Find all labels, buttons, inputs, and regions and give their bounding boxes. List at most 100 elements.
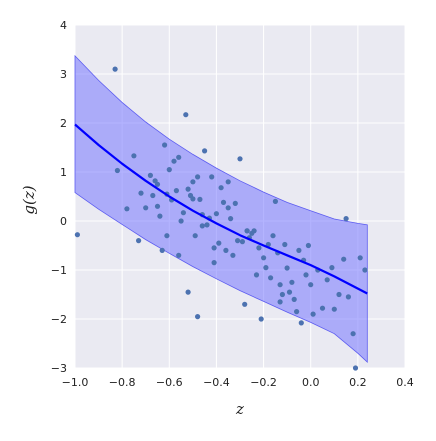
data-point (176, 252, 182, 258)
y-tick-label: −2 (51, 313, 67, 326)
data-point (204, 222, 210, 228)
data-point (157, 213, 163, 219)
data-point (216, 240, 222, 246)
data-point (272, 198, 278, 204)
data-point (213, 211, 219, 217)
y-tick-label: 1 (60, 166, 67, 179)
data-point (258, 316, 264, 322)
data-point (209, 174, 215, 180)
data-point (256, 245, 262, 251)
data-point (305, 242, 311, 249)
data-point (124, 206, 130, 212)
data-point (154, 203, 161, 209)
data-point (223, 247, 229, 253)
data-point (357, 255, 363, 261)
data-point (350, 331, 356, 337)
data-point (329, 265, 335, 271)
y-tick-label: −3 (51, 362, 67, 375)
data-point (362, 267, 368, 273)
y-tick-labels: −3 −2 −1 0 1 2 3 4 (51, 19, 67, 375)
data-point (218, 185, 224, 191)
data-point (289, 279, 295, 285)
x-tick-labels: −1.0 −0.8 −0.6 −0.4 −0.2 0.0 0.2 0.4 (62, 376, 414, 389)
data-point (308, 282, 314, 288)
x-tick-label: −0.8 (109, 376, 136, 389)
data-point (263, 265, 269, 271)
y-tick-label: 4 (60, 19, 67, 32)
x-axis-label: z (235, 400, 244, 418)
data-point (164, 233, 170, 239)
data-point (178, 218, 184, 224)
x-tick-label: −0.2 (250, 376, 277, 389)
data-point (294, 309, 300, 315)
y-tick-label: 2 (60, 117, 67, 130)
data-point (190, 179, 196, 185)
data-point (185, 186, 191, 192)
x-tick-label: −1.0 (62, 376, 89, 389)
data-point (303, 272, 309, 278)
data-point (225, 179, 231, 185)
data-point (282, 241, 288, 248)
data-point (296, 247, 302, 253)
data-point (112, 66, 118, 72)
data-point (336, 291, 342, 298)
y-tick-label: −1 (51, 264, 67, 277)
data-point (341, 256, 347, 262)
data-point (239, 239, 245, 245)
data-point (136, 238, 142, 244)
data-point (150, 192, 156, 199)
data-point (343, 216, 349, 222)
data-point (270, 233, 276, 239)
data-point (162, 142, 168, 148)
data-point (138, 190, 144, 196)
x-tick-label: 0.2 (349, 376, 367, 389)
data-point (225, 205, 231, 211)
data-point (235, 238, 241, 244)
x-tick-label: −0.4 (203, 376, 230, 389)
data-point (195, 174, 201, 180)
data-point (195, 314, 201, 320)
data-point (237, 156, 243, 162)
data-point (331, 306, 337, 312)
data-point (154, 181, 161, 187)
data-point (74, 232, 80, 238)
data-point (143, 205, 149, 211)
data-point (183, 112, 189, 118)
fit-line (74, 123, 368, 295)
data-point (147, 172, 153, 178)
x-tick-label: −0.6 (156, 376, 183, 389)
data-point (211, 260, 217, 266)
data-point (190, 196, 196, 202)
y-axis-label: g(z) (20, 185, 38, 214)
x-tick-label: 0.4 (396, 376, 414, 389)
data-point (277, 282, 283, 288)
data-point (352, 365, 359, 371)
data-point (279, 291, 285, 298)
data-point (268, 275, 274, 281)
data-point (324, 277, 330, 283)
data-point (261, 255, 267, 261)
data-point (277, 299, 283, 305)
x-tick-label: 0.0 (302, 376, 320, 389)
data-point (230, 252, 236, 258)
data-point (211, 245, 217, 251)
y-tick-label: 0 (60, 215, 67, 228)
data-point (192, 233, 198, 239)
data-point (253, 272, 260, 278)
data-point (291, 296, 297, 302)
data-point (244, 228, 250, 234)
data-point (310, 311, 316, 317)
data-point (345, 294, 351, 300)
data-point (176, 154, 182, 160)
data-point (159, 247, 165, 253)
data-point (114, 167, 120, 174)
data-point (232, 200, 238, 206)
data-point (131, 153, 137, 159)
data-point (185, 289, 191, 295)
data-point (251, 228, 257, 234)
data-point (286, 289, 293, 295)
data-point (173, 188, 179, 194)
y-tick-label: 3 (60, 68, 67, 81)
